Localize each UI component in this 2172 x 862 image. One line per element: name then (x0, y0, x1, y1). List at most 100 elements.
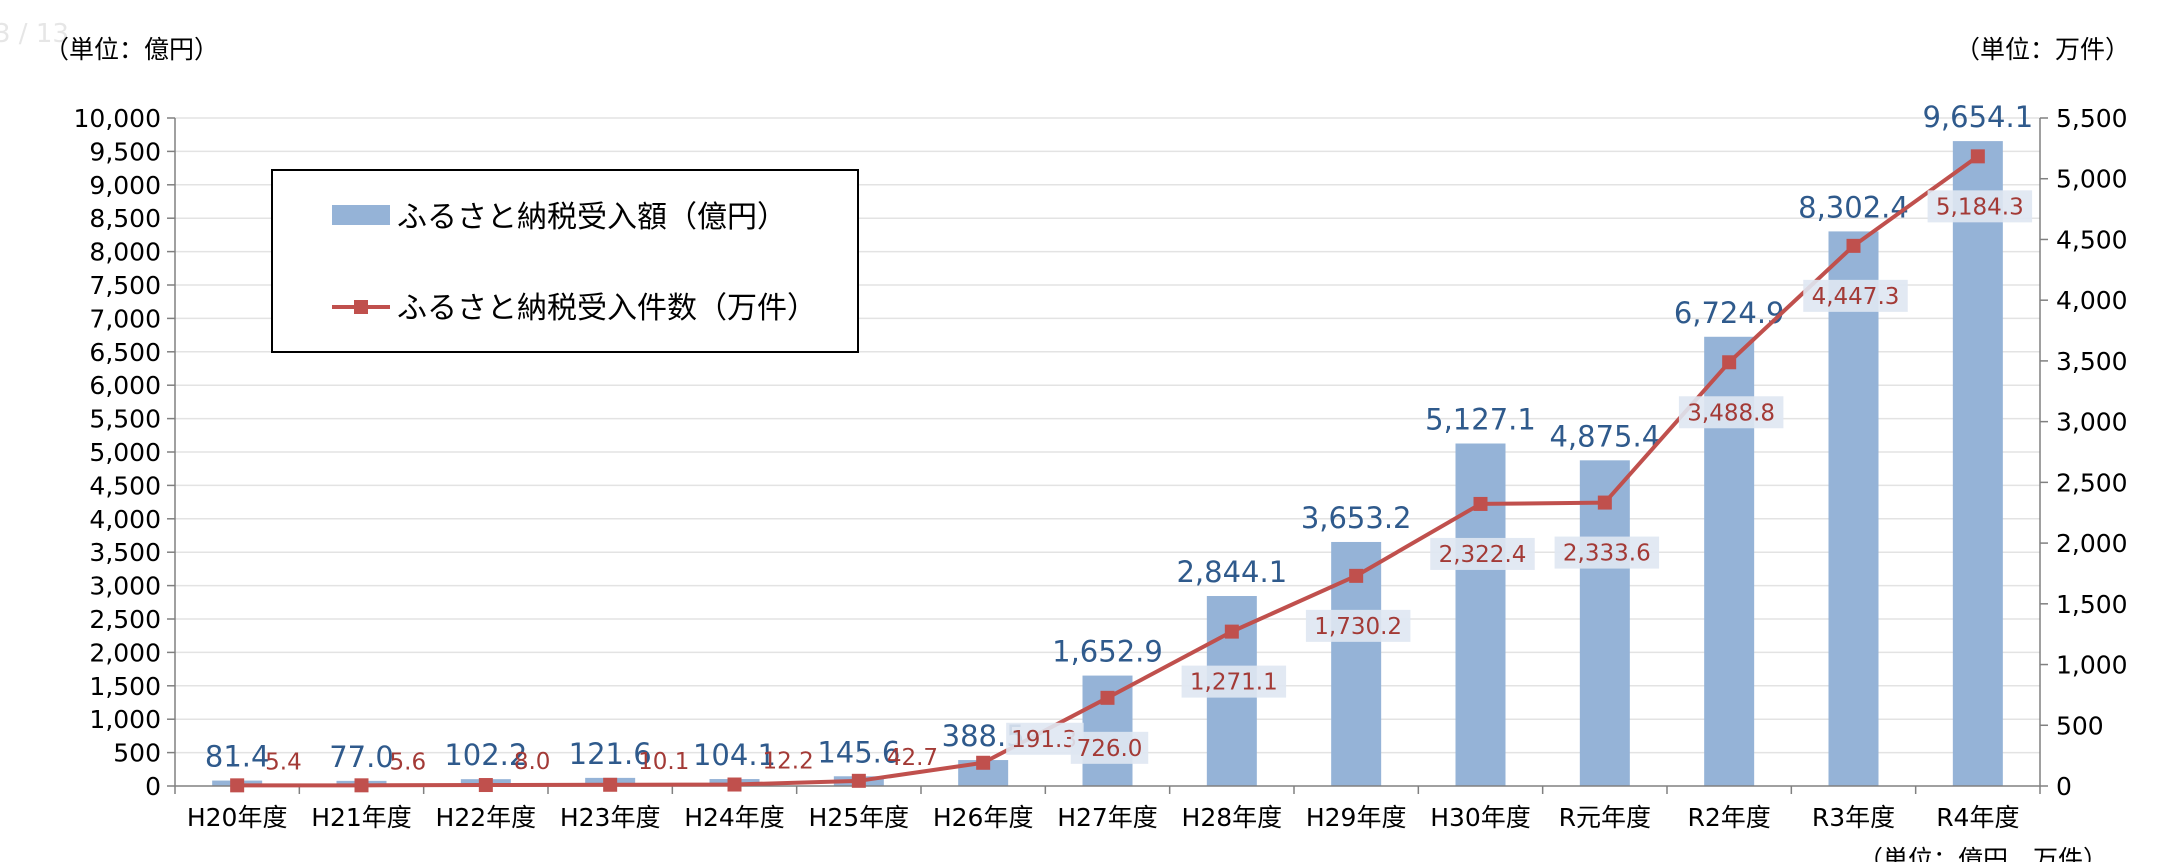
x-tick-label: H22年度 (436, 803, 537, 832)
x-tick-label: H24年度 (684, 803, 785, 832)
bar-value-label: 3,653.2 (1301, 501, 1412, 535)
left-tick-label: 8,500 (89, 204, 161, 233)
bar-value-label: 102.2 (444, 738, 527, 772)
legend-bar-label: ふるさと納税受入額（億円） (397, 200, 787, 235)
line-label-background (1927, 190, 2033, 223)
left-tick-label: 2,000 (89, 638, 161, 667)
line-point (1846, 238, 1861, 253)
bar-value-label: 104.1 (693, 738, 776, 772)
x-tick-label: H20年度 (187, 803, 288, 832)
legend-line-label: ふるさと納税受入件数（万件） (397, 291, 817, 326)
x-tick-label: R2年度 (1688, 803, 1771, 832)
line-point (1100, 690, 1115, 705)
right-tick-label: 2,000 (2056, 529, 2128, 558)
legend-bar-swatch (332, 205, 390, 225)
bar (1828, 231, 1879, 787)
line-point (354, 778, 369, 793)
left-tick-label: 8,000 (89, 238, 161, 267)
x-tick-label: R元年度 (1559, 803, 1651, 832)
line-point (478, 778, 493, 793)
right-tick-label: 3,000 (2056, 408, 2128, 437)
line-value-label: 5,184.3 (1936, 194, 2024, 220)
x-axis-ticks: H20年度 H21年度 H22年度 H23年度 H24年度 H25年度 H26年度 H27年度… (174, 786, 2041, 832)
bar (1952, 141, 2003, 786)
right-axis-unit-label: （単位：万件） (1955, 35, 2130, 64)
line-label-background (1070, 731, 1149, 764)
bar-value-label: 121.6 (569, 737, 652, 771)
left-tick-label: 9,500 (89, 137, 161, 166)
left-tick-label: 7,500 (89, 271, 161, 300)
right-tick-label: 1,500 (2056, 590, 2128, 619)
line-point (727, 777, 742, 792)
page-indicator: 3 / 13 (0, 19, 69, 49)
left-tick-label: 7,000 (89, 304, 161, 333)
line-value-label: 42.7 (887, 745, 938, 771)
line-value-label: 4,447.3 (1812, 284, 1900, 310)
bottom-unit-note: （単位：億円、万件） (1858, 845, 2108, 862)
right-tick-label: 5,000 (2056, 165, 2128, 194)
line-value-labels: 5.4 5.6 8.0 10.1 12.2 42.7 191.3 726.0 1,271.1 1,… (265, 190, 2033, 775)
line-label-background (1803, 279, 1908, 312)
x-tick-label: H29年度 (1306, 803, 1407, 832)
right-tick-label: 1,000 (2056, 651, 2128, 680)
left-tick-label: 500 (113, 739, 161, 768)
line-value-label: 5.4 (265, 749, 302, 775)
x-tick-label: H30年度 (1430, 803, 1531, 832)
line-value-label: 2,322.4 (1439, 542, 1527, 568)
right-tick-label: 4,000 (2056, 286, 2128, 315)
bar-value-label: 81.4 (205, 740, 270, 774)
bar (1455, 443, 1506, 786)
line-point (603, 777, 618, 792)
bar-value-label: 145.6 (817, 735, 900, 769)
right-tick-label: 2,500 (2056, 468, 2128, 497)
left-tick-label: 5,500 (89, 405, 161, 434)
line-label-background (1554, 536, 1660, 569)
line-point (1970, 149, 1985, 164)
line-label-background (1678, 396, 1784, 429)
line-value-label: 12.2 (763, 749, 814, 775)
x-tick-label: R3年度 (1812, 803, 1895, 832)
left-tick-label: 5,000 (89, 438, 161, 467)
left-tick-label: 3,500 (89, 538, 161, 567)
left-tick-label: 1,500 (89, 672, 161, 701)
x-tick-label: H21年度 (311, 803, 412, 832)
line-value-label: 3,488.8 (1687, 400, 1775, 426)
line-point (1722, 355, 1737, 370)
right-tick-label: 500 (2056, 711, 2104, 740)
line-label-background (1305, 609, 1411, 642)
line-value-label: 2,333.6 (1563, 541, 1651, 567)
line-point (851, 773, 866, 788)
right-axis-ticks: 0 500 1,000 1,500 2,000 2,500 3,000 3,500 4,000 4… (2040, 104, 2128, 801)
left-tick-label: 4,000 (89, 505, 161, 534)
line-point (976, 755, 991, 770)
line-value-label: 5.6 (390, 749, 427, 775)
left-tick-label: 4,500 (89, 471, 161, 500)
line-label-background (1181, 665, 1287, 698)
line-point (1349, 568, 1364, 583)
legend: ふるさと納税受入額（億円） ふるさと納税受入件数（万件） (271, 169, 859, 353)
left-tick-label: 2,500 (89, 605, 161, 634)
x-tick-label: H27年度 (1057, 803, 1158, 832)
x-tick-label: H25年度 (809, 803, 910, 832)
line-value-label: 8.0 (514, 749, 551, 775)
bar-value-label: 1,652.9 (1052, 635, 1163, 669)
line-point (1473, 496, 1488, 511)
right-tick-label: 0 (2056, 772, 2072, 801)
left-tick-label: 0 (145, 772, 161, 801)
x-tick-label: H28年度 (1182, 803, 1283, 832)
line-label-background (1430, 537, 1535, 570)
right-tick-label: 3,500 (2056, 347, 2128, 376)
left-tick-label: 3,000 (89, 572, 161, 601)
left-tick-label: 1,000 (89, 705, 161, 734)
line-point (1597, 495, 1612, 510)
legend-line-marker (354, 300, 368, 314)
right-tick-label: 5,500 (2056, 104, 2128, 133)
bar (1579, 460, 1630, 786)
line-value-label: 726.0 (1077, 736, 1143, 762)
left-axis-unit-label: （単位：億円） (44, 35, 219, 64)
bar-value-label: 4,875.4 (1549, 419, 1660, 453)
legend-box (271, 169, 859, 353)
left-tick-label: 10,000 (74, 104, 161, 133)
bar-series (212, 141, 2003, 787)
